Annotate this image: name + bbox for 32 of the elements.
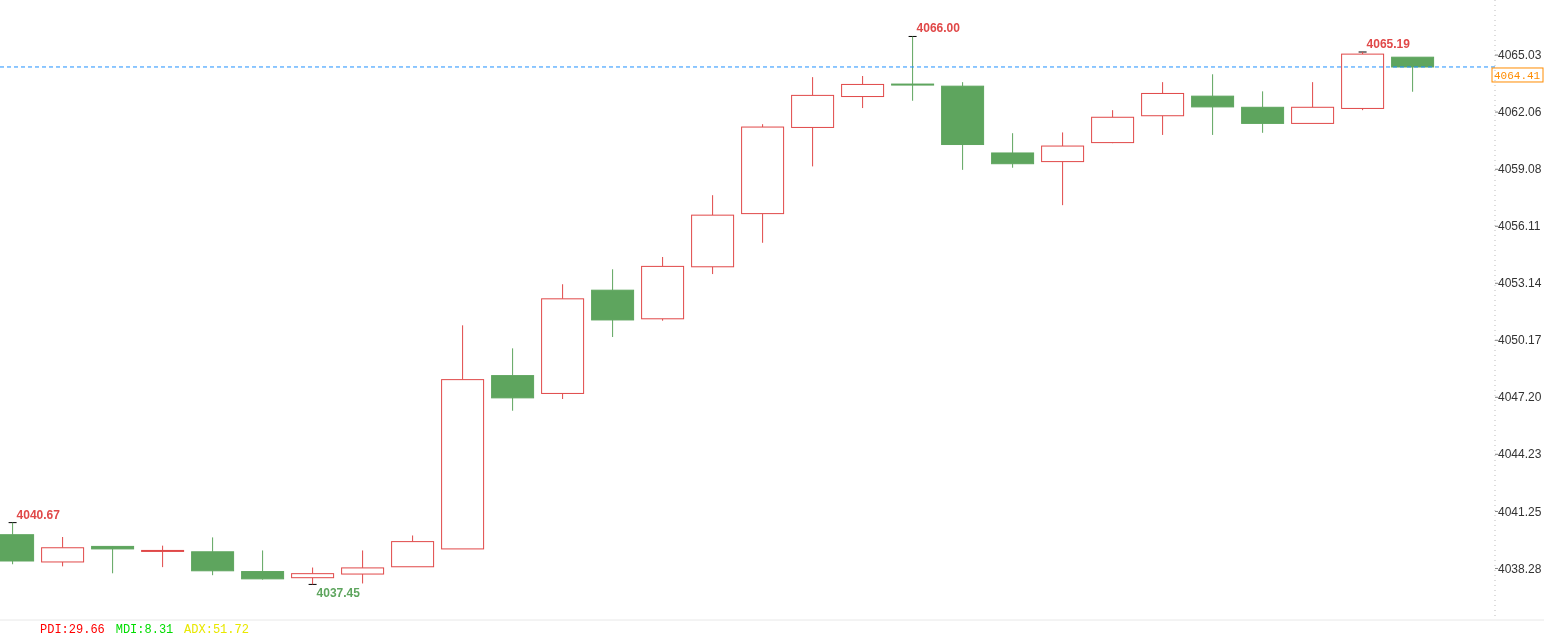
candlestick xyxy=(841,75,885,109)
y-tick-label: 4062.06 xyxy=(1498,105,1542,120)
text: MDI:8.31 xyxy=(115,623,174,636)
candlestick xyxy=(1141,81,1185,136)
y-tick-label: 4059.08 xyxy=(1498,162,1542,177)
text: PDI:29.66 xyxy=(40,623,105,636)
y-tick-label: 4047.20 xyxy=(1498,390,1542,405)
candlestick xyxy=(241,549,285,580)
text: ADX:51.72 xyxy=(184,623,249,636)
y-tick-label: 4050.17 xyxy=(1498,333,1542,348)
candlestick xyxy=(641,256,685,322)
candlestick xyxy=(791,76,835,167)
candlestick xyxy=(941,81,985,171)
ref-line-label: 4064.41 xyxy=(1494,69,1541,82)
y-tick-label: 4056.11 xyxy=(1498,219,1541,234)
candlestick xyxy=(691,194,735,275)
y-tick-label: 4038.28 xyxy=(1498,561,1542,576)
y-tick-label: 4053.14 xyxy=(1498,276,1542,291)
candlestick xyxy=(591,268,635,338)
y-tick-label: 4041.25 xyxy=(1498,504,1542,519)
y-tick-label: 4044.23 xyxy=(1498,447,1542,462)
annotation: 4037.45 xyxy=(316,586,361,601)
annotation: 4040.67 xyxy=(16,507,61,522)
annotation: 4066.00 xyxy=(916,21,961,36)
candlestick xyxy=(1241,90,1285,134)
candlestick xyxy=(491,347,535,412)
candlestick xyxy=(991,132,1035,169)
candlestick xyxy=(191,536,235,576)
candlestick xyxy=(1041,131,1085,206)
annotation: 4065.19 xyxy=(1366,37,1411,52)
candlestick xyxy=(1191,73,1235,136)
y-tick-label: 4065.03 xyxy=(1498,48,1542,63)
